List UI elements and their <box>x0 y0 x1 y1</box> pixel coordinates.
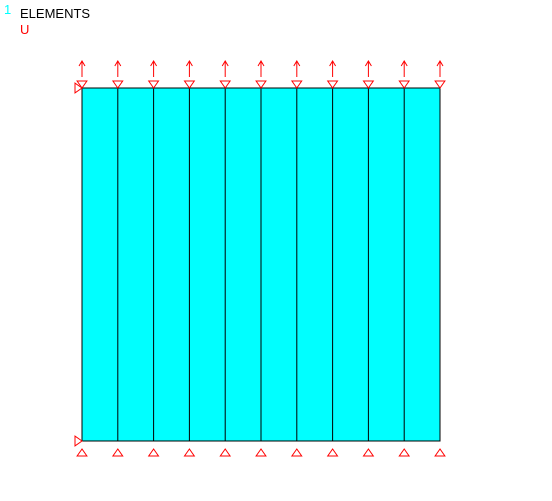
u-label: U <box>20 22 29 37</box>
index-label: 1 <box>4 2 11 17</box>
fea-mesh-plot <box>71 59 449 463</box>
mesh-svg <box>71 59 449 458</box>
elements-label: ELEMENTS <box>20 6 90 21</box>
